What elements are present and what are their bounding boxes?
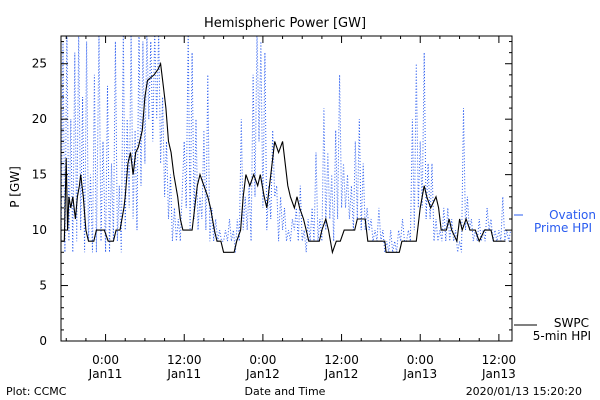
x-tick-time-label: 12:00 [167,353,202,367]
plot-frame [60,35,513,342]
legend-swpc-label-line2: 5-min HPI [533,329,591,343]
x-axis-ticks: 0:00Jan1112:00Jan110:00Jan1212:00Jan120:… [65,36,517,381]
y-tick-label: 10 [32,223,47,237]
plot-credit: Plot: CCMC [6,385,67,398]
ovation-prime-series-line [61,36,512,253]
y-tick-label: 15 [32,168,47,182]
x-tick-date-label: Jan11 [166,367,201,381]
x-tick-date-label: Jan11 [88,367,123,381]
x-tick-date-label: Jan13 [402,367,437,381]
swpc-series-line [61,61,506,255]
series-layer [61,36,512,255]
x-tick-time-label: 0:00 [249,353,276,367]
x-tick-date-label: Jan13 [481,367,516,381]
legend-ovation-label-line1: Ovation [549,208,596,222]
legend-ovation-label-line2: Prime HPI [534,221,592,235]
chart-title: Hemispheric Power [GW] [204,16,366,31]
x-tick-time-label: 12:00 [482,353,517,367]
y-tick-label: 20 [32,112,47,126]
x-tick-date-label: Jan12 [245,367,280,381]
y-tick-label: 25 [32,57,47,71]
y-tick-label: 0 [39,334,47,348]
y-tick-label: 5 [39,279,47,293]
plot-timestamp: 2020/01/13 15:20:20 [466,385,582,398]
y-axis-label: P [GW] [8,166,22,208]
x-axis-label: Date and Time [245,385,326,398]
legend-swpc-label-line1: SWPC [554,316,589,330]
x-tick-time-label: 0:00 [92,353,119,367]
y-axis-ticks: 0 5 10 15 20 25 [32,41,512,348]
x-tick-date-label: Jan12 [324,367,359,381]
x-tick-time-label: 0:00 [407,353,434,367]
x-tick-time-label: 12:00 [324,353,359,367]
